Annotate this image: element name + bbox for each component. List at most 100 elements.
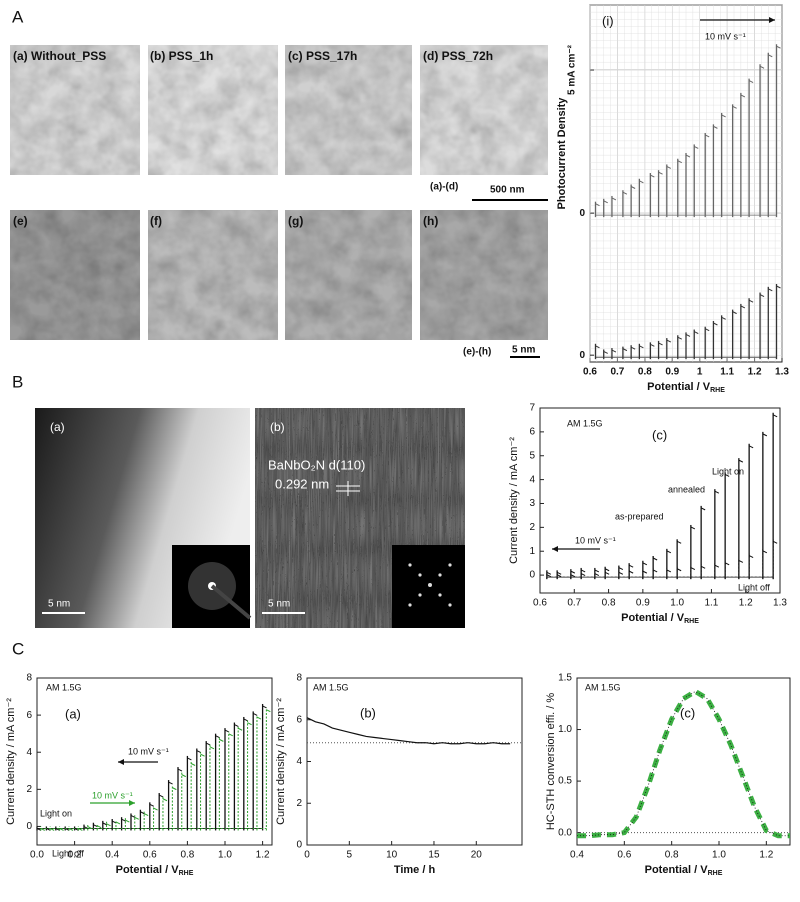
y-tick-label: 4: [26, 747, 32, 758]
y-tick-label: 7: [529, 403, 535, 414]
annotation: 10 mV s⁻¹: [705, 31, 746, 41]
spike-plateau: [768, 54, 773, 58]
x-tick-label: 0.7: [567, 598, 581, 609]
section-label: B: [12, 372, 23, 391]
image-label: (b) PSS_1h: [150, 49, 213, 63]
spike-plateau: [262, 705, 267, 709]
spike-plateau: [83, 826, 89, 830]
spike-plateau: [658, 342, 663, 346]
spike-plateau: [604, 568, 610, 572]
spike-plateau: [594, 569, 600, 573]
spike-plateau: [642, 562, 648, 566]
image-label: (e): [13, 214, 28, 228]
y-tick-label: 4: [296, 756, 302, 767]
spike-plateau: [776, 45, 781, 49]
spike-plateau: [234, 724, 239, 727]
spike-plateau: [694, 145, 699, 149]
x-tick-label: 0.8: [180, 850, 194, 861]
spike-plateau: [172, 787, 177, 791]
spike-plateau: [594, 573, 600, 576]
x-axis-label-sub: RHE: [710, 387, 725, 394]
sem-image: [420, 45, 548, 175]
y-tick-label: 6: [26, 710, 32, 721]
spike-plateau: [125, 819, 130, 823]
y-tick-label: 0: [579, 350, 585, 361]
spike-plateau: [595, 345, 600, 349]
spike-plateau: [130, 815, 136, 818]
spike-plateau: [666, 166, 672, 169]
x-tick-label: 5: [347, 850, 353, 861]
x-axis-label-sub: RHE: [179, 870, 194, 877]
sem-images: [10, 45, 548, 358]
spike-plateau: [630, 186, 636, 189]
annotation: Light off: [52, 848, 84, 858]
spike-plateau: [762, 433, 768, 437]
spike-plateau: [611, 349, 617, 353]
series-label: annealed: [668, 484, 705, 494]
spike-plateau: [732, 311, 737, 315]
diffraction-spots: [408, 563, 452, 607]
spike-plateau: [721, 114, 726, 118]
spike-plateau: [580, 569, 586, 573]
y-tick-label: 1.0: [558, 724, 572, 735]
x-tick-label: 1.2: [256, 850, 270, 861]
x-axis-label-sub: RHE: [708, 870, 723, 877]
spike-plateau: [738, 459, 744, 463]
spike-plateau: [658, 171, 663, 175]
x-tick-label: 0.8: [665, 850, 679, 861]
annotation: Light on: [40, 808, 72, 818]
lattice-spacing: 0.292 nm: [275, 476, 329, 491]
spike-plateau: [162, 798, 168, 802]
spike-plateau: [106, 823, 111, 827]
image-label: (g): [288, 214, 303, 228]
image-label: (b): [270, 420, 285, 434]
scale-label: 5 nm: [512, 345, 535, 356]
spike-plateau: [215, 735, 220, 739]
panel-label: (i): [602, 13, 614, 28]
scale-label: 5 nm: [268, 599, 290, 610]
spike-plateau: [776, 285, 781, 289]
x-tick-label: 1.3: [775, 367, 789, 378]
spike-plateau: [595, 203, 600, 207]
scale-label: 500 nm: [490, 185, 525, 196]
y-tick-label: 8: [26, 673, 32, 684]
y-tick-label: 5 mA cm⁻²: [567, 44, 578, 95]
x-tick-label: 1.1: [720, 367, 734, 378]
chart: 0.6 0.7 0.8 0.9 1 1.1 1.2 1.3 0 5 mA cm⁻² Potentia…: [556, 4, 789, 394]
chart: 0.6 0.7 0.8 0.9 1.0 1.1 1.2 1.3 0 1 2 3 4 5 6 7 Potentia…: [508, 403, 787, 625]
annotation: 10 mV s⁻¹: [575, 535, 616, 545]
sem-image: [148, 45, 278, 175]
spike-plateau: [143, 813, 149, 817]
spike-plateau: [622, 348, 628, 352]
chart: 0.4 0.6 0.8 1.0 1.2 0.0 0.5 1.0 1.5 Potential / V…: [545, 673, 791, 877]
section-label: C: [12, 639, 24, 658]
lattice-label: BaNbO₂N d(110): [268, 457, 365, 472]
scale-range: (e)-(h): [463, 347, 491, 358]
annotation: Light on: [712, 466, 744, 476]
y-tick-label: 6: [296, 714, 302, 725]
spike-plateau: [87, 826, 92, 830]
spike-plateau: [618, 571, 624, 575]
spike-plateau: [266, 709, 271, 713]
spike-plateau: [704, 134, 710, 138]
spike-plateau: [713, 125, 718, 129]
spike-plateau: [732, 105, 737, 109]
spike-plateau: [228, 733, 233, 737]
y-axis-label: Current density / mA cm⁻²: [508, 437, 520, 564]
x-tick-label: 0.9: [665, 367, 679, 378]
spike-plateau: [205, 742, 211, 746]
annotation: 10 mV s⁻¹: [128, 746, 169, 756]
chart: 0 5 10 15 20 0 2 4 6 8 Time / h Current density / m…: [275, 673, 523, 876]
arrow-head: [769, 17, 775, 23]
x-tick-label: 1.2: [748, 367, 762, 378]
annotation: (c): [652, 427, 667, 442]
x-tick-label: 15: [428, 850, 440, 861]
y-tick-label: 5: [529, 450, 535, 461]
spike-plateau: [219, 738, 224, 742]
spike-plateau: [196, 750, 202, 753]
diffraction-inset: [392, 545, 465, 628]
spike-plateau: [762, 550, 768, 554]
spike-plateau: [759, 294, 765, 297]
spike-plateau: [748, 80, 754, 84]
plot-frame: [36, 677, 273, 846]
